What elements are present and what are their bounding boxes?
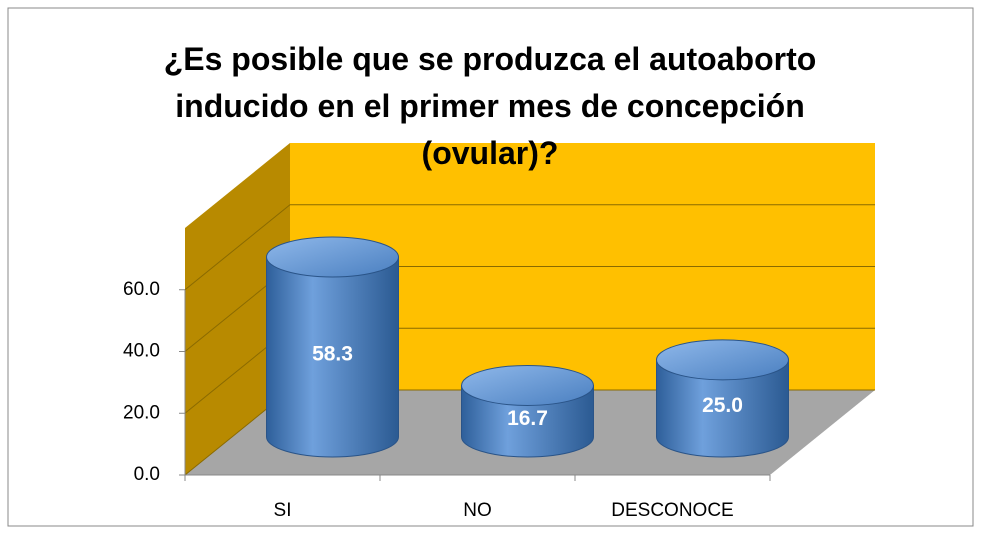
cylinder-top [461, 364, 594, 406]
x-tick-label: SI [274, 500, 292, 521]
data-label: 16.7 [507, 407, 548, 430]
cylinder-body [656, 359, 789, 458]
y-tick-label: 40.0 [123, 341, 160, 362]
chart-border [7, 7, 974, 527]
x-tick-label: NO [463, 500, 492, 521]
y-tick-label: 20.0 [123, 402, 160, 423]
data-label: 25.0 [702, 394, 743, 417]
cylinder-body [266, 256, 399, 458]
chart-title: ¿Es posible que se produzca el autoabort… [163, 41, 817, 171]
x-tick-label: DESCONOCE [611, 500, 733, 521]
data-label: 58.3 [312, 343, 353, 366]
cylinder-top [266, 236, 399, 278]
y-tick-label: 60.0 [123, 279, 160, 300]
y-tick-label: 0.0 [134, 464, 160, 485]
grid-line [184, 204, 875, 291]
cylinder-top [656, 339, 789, 381]
